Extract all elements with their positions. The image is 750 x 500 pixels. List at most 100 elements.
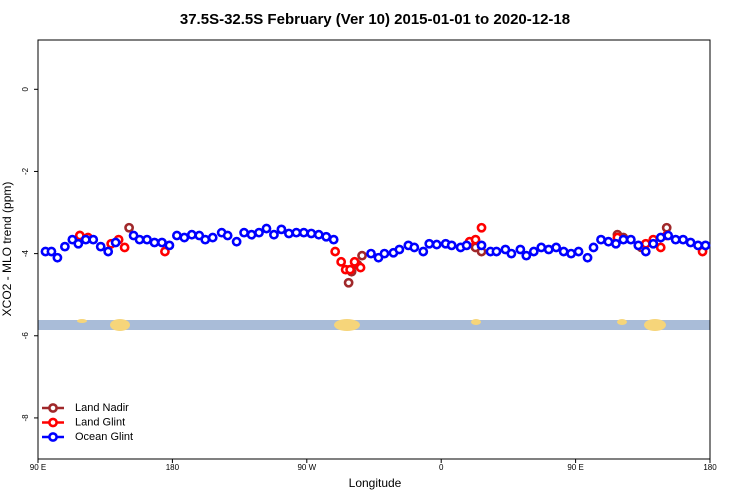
point — [336, 256, 347, 267]
x-tick-label: 90 W — [297, 463, 316, 472]
point — [536, 242, 547, 253]
point — [446, 240, 457, 251]
point — [345, 264, 356, 275]
point — [625, 234, 636, 245]
point — [80, 234, 91, 245]
point — [543, 244, 554, 255]
plot-frame — [37, 39, 711, 460]
point — [171, 230, 182, 241]
point — [491, 246, 502, 257]
legend-marker — [48, 432, 58, 442]
point — [700, 240, 711, 251]
point — [276, 224, 287, 235]
x-tick-label: 90 E — [567, 463, 583, 472]
point — [59, 241, 70, 252]
point — [207, 232, 218, 243]
point — [261, 223, 272, 234]
point — [655, 232, 666, 243]
point — [134, 234, 145, 245]
point — [633, 240, 644, 251]
point — [476, 222, 487, 233]
legend-label: Land Glint — [75, 416, 125, 428]
point — [558, 246, 569, 257]
point — [521, 250, 532, 261]
point — [588, 242, 599, 253]
point — [269, 229, 279, 240]
point — [330, 246, 341, 257]
point — [328, 234, 339, 245]
point — [603, 236, 614, 247]
point — [661, 222, 672, 233]
point — [366, 248, 376, 259]
point — [239, 227, 249, 238]
point — [693, 240, 703, 251]
point — [409, 242, 420, 253]
point — [685, 237, 696, 248]
point — [231, 236, 242, 247]
point — [321, 231, 332, 242]
point — [596, 234, 606, 245]
point — [678, 234, 689, 245]
point — [566, 248, 577, 259]
y-tick-label: -2 — [21, 167, 30, 175]
point — [394, 244, 405, 255]
point — [663, 230, 674, 241]
point — [291, 227, 302, 238]
point — [648, 238, 659, 249]
point — [611, 238, 621, 249]
point — [254, 227, 264, 238]
point — [357, 250, 367, 261]
point — [46, 246, 57, 257]
x-tick-label: 180 — [703, 463, 717, 472]
point — [431, 239, 442, 250]
chart-title: 37.5S-32.5S February (Ver 10) 2015-01-01… — [180, 11, 570, 28]
point — [470, 234, 481, 245]
y-axis-label: XCO2 - MLO trend (ppm) — [0, 182, 14, 317]
point — [88, 234, 99, 245]
point — [349, 256, 360, 267]
x-tick-label: 0 — [439, 463, 444, 472]
point — [164, 240, 175, 251]
point — [640, 238, 651, 249]
point — [283, 228, 294, 239]
legend-marker — [48, 403, 58, 413]
y-tick-label: -4 — [21, 250, 30, 258]
point — [515, 244, 526, 255]
point — [95, 241, 106, 252]
point — [355, 262, 366, 273]
point — [222, 230, 233, 241]
point — [119, 242, 130, 253]
y-tick-label: -6 — [21, 332, 30, 340]
point — [461, 240, 472, 251]
point — [476, 240, 487, 251]
point — [110, 237, 121, 248]
x-axis-label: Longitude — [349, 476, 402, 490]
point — [149, 237, 160, 248]
legend-label: Land Nadir — [75, 402, 129, 414]
point — [424, 238, 435, 249]
point — [103, 246, 114, 257]
point — [160, 246, 170, 257]
point — [52, 252, 63, 263]
point — [551, 242, 562, 253]
point — [157, 237, 167, 248]
point — [246, 229, 257, 240]
point — [573, 246, 584, 257]
legend-marker — [48, 417, 58, 428]
point — [313, 229, 324, 240]
point — [528, 246, 539, 257]
point — [298, 227, 309, 238]
point — [655, 242, 666, 253]
point — [640, 246, 651, 257]
point — [124, 222, 134, 233]
point — [506, 248, 517, 259]
point — [582, 252, 593, 263]
point — [142, 234, 152, 245]
point — [306, 228, 317, 239]
point — [618, 234, 629, 245]
x-tick-label: 90 E — [30, 463, 46, 472]
point — [418, 246, 429, 257]
point — [186, 229, 197, 240]
point — [670, 234, 681, 245]
